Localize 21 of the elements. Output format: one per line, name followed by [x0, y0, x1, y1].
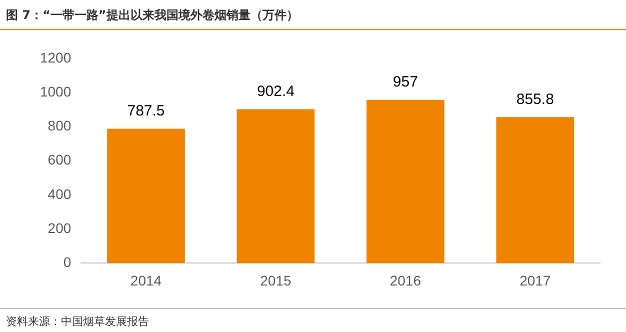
chart-title: 图 7：“一带一路”提出以来我国境外卷烟销量（万件）	[6, 7, 298, 24]
y-tick-label: 600	[48, 152, 72, 168]
y-tick-label: 0	[63, 254, 72, 270]
data-label: 787.5	[127, 102, 165, 120]
bar	[366, 100, 444, 264]
y-tick-label: 400	[48, 186, 72, 202]
x-tick-label: 2016	[390, 272, 422, 288]
y-tick-label: 200	[48, 220, 72, 236]
bar	[236, 109, 315, 264]
data-label: 855.8	[516, 90, 554, 108]
x-tick-label: 2014	[130, 272, 162, 288]
x-tick-label: 2017	[520, 272, 551, 288]
data-label: 902.4	[256, 82, 294, 100]
y-tick-label: 800	[48, 118, 72, 134]
data-label: 957	[392, 74, 418, 91]
y-tick-label: 1200	[40, 49, 72, 66]
y-tick-label: 1000	[40, 83, 72, 100]
bar	[107, 128, 185, 264]
bar	[496, 117, 574, 264]
text: 资料来源：中国烟草发展报告	[6, 314, 150, 329]
x-tick-label: 2015	[260, 272, 292, 288]
